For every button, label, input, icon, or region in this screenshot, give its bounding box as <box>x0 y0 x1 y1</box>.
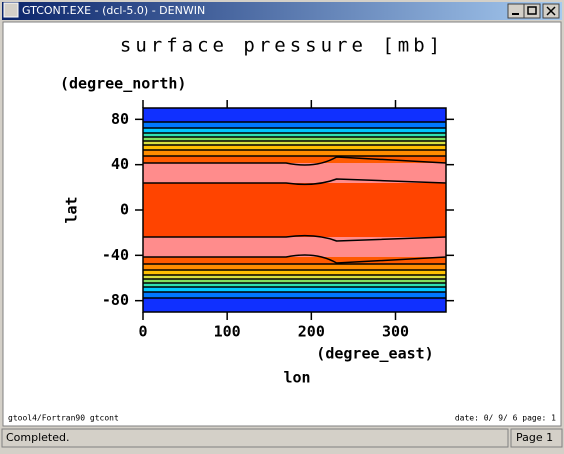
contour-line <box>143 234 447 242</box>
chart-title: surface pressure [mb] <box>120 35 444 57</box>
y-unit: (degree_north) <box>60 75 186 93</box>
contour-band <box>143 275 446 279</box>
contour-band <box>143 156 446 163</box>
contour-band <box>143 122 446 128</box>
y-tick-label: -40 <box>102 246 129 264</box>
status-bar <box>1 428 509 448</box>
contour-band <box>143 279 446 283</box>
x-tick-label: 0 <box>138 323 147 341</box>
contour-band <box>143 133 446 137</box>
contour-band <box>143 287 446 292</box>
status-text: Completed. <box>6 431 70 444</box>
contour-band <box>143 141 446 145</box>
contour-band <box>143 210 446 237</box>
x-tick-label: 100 <box>214 323 241 341</box>
x-label: lon <box>283 369 310 387</box>
close-icon <box>546 6 556 16</box>
x-tick-label: 200 <box>298 323 325 341</box>
y-tick-label: -80 <box>102 291 129 309</box>
contour-band <box>143 145 446 150</box>
contour-band <box>143 257 446 264</box>
contour-band <box>143 264 446 270</box>
contour-band <box>143 183 446 210</box>
contour-band <box>143 128 446 133</box>
window-buttons <box>507 3 560 19</box>
contour-band <box>143 237 446 257</box>
contour-band <box>143 270 446 275</box>
contour-line <box>143 178 447 186</box>
app-icon <box>3 2 19 18</box>
title-bar <box>2 2 562 20</box>
contour-band <box>143 150 446 156</box>
y-tick-label: 40 <box>111 155 129 173</box>
window-title: GTCONT.EXE - (dcl-5.0) - DENWIN <box>22 4 205 17</box>
x-tick-label: 300 <box>382 323 409 341</box>
maximize-button[interactable] <box>523 3 541 19</box>
y-label: lat <box>63 196 81 223</box>
x-unit: (degree_east) <box>316 345 433 363</box>
contour-fill <box>143 108 447 312</box>
footer-left: gtool4/Fortran90 gtcont <box>8 414 119 423</box>
page-panel <box>510 428 563 448</box>
page-indicator: Page 1 <box>516 431 553 444</box>
footer-right: date: 0/ 9/ 6 page: 1 <box>455 414 556 423</box>
contour-band <box>143 163 446 183</box>
contour-band <box>143 137 446 141</box>
contour-line <box>143 254 447 264</box>
maximize-icon <box>527 6 537 15</box>
contour-band <box>143 292 446 298</box>
minimize-button[interactable] <box>507 3 525 19</box>
contour-band <box>143 283 446 287</box>
contour-band <box>143 298 446 312</box>
y-tick-label: 0 <box>120 201 129 219</box>
contour-line <box>143 156 447 166</box>
y-tick-label: 80 <box>111 110 129 128</box>
contour-band <box>143 108 446 122</box>
